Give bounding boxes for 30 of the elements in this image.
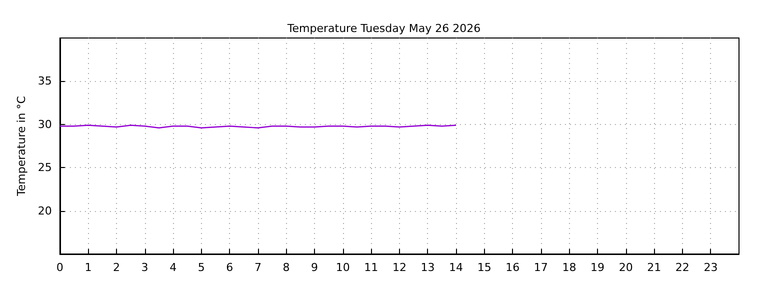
x-tick-label: 17 (534, 261, 548, 274)
x-tick-label: 11 (364, 261, 378, 274)
x-tick-label: 16 (506, 261, 520, 274)
x-tick-label: 13 (420, 261, 435, 274)
x-tick-label: 3 (141, 261, 148, 274)
x-tick-label: 9 (311, 261, 318, 274)
x-tick-label: 4 (170, 261, 177, 274)
y-tick-label: 30 (38, 118, 52, 131)
x-tick-label: 21 (647, 261, 662, 274)
x-tick-label: 8 (282, 261, 290, 274)
chart-title: Temperature Tuesday May 26 2026 (286, 22, 481, 35)
x-tick-label: 18 (562, 261, 576, 274)
x-tick-label: 6 (226, 261, 234, 274)
x-tick-label: 14 (449, 261, 464, 274)
x-tick-label: 0 (56, 261, 64, 274)
x-tick-label: 22 (675, 261, 690, 274)
y-tick-label: 35 (38, 74, 52, 88)
y-axis-title: Temperature in °C (15, 96, 28, 197)
x-tick-label: 15 (477, 261, 492, 274)
x-tick-label: 12 (392, 261, 406, 274)
x-tick-label: 10 (336, 261, 350, 274)
y-tick-label: 25 (38, 161, 52, 174)
x-tick-label: 5 (198, 261, 205, 274)
x-tick-label: 20 (618, 261, 633, 274)
x-tick-label: 7 (254, 261, 262, 274)
x-tick-label: 2 (112, 261, 120, 274)
x-tick-label: 1 (84, 261, 92, 274)
y-tick-label: 20 (38, 204, 52, 218)
x-tick-label: 23 (704, 261, 718, 274)
x-tick-label: 19 (590, 261, 605, 274)
